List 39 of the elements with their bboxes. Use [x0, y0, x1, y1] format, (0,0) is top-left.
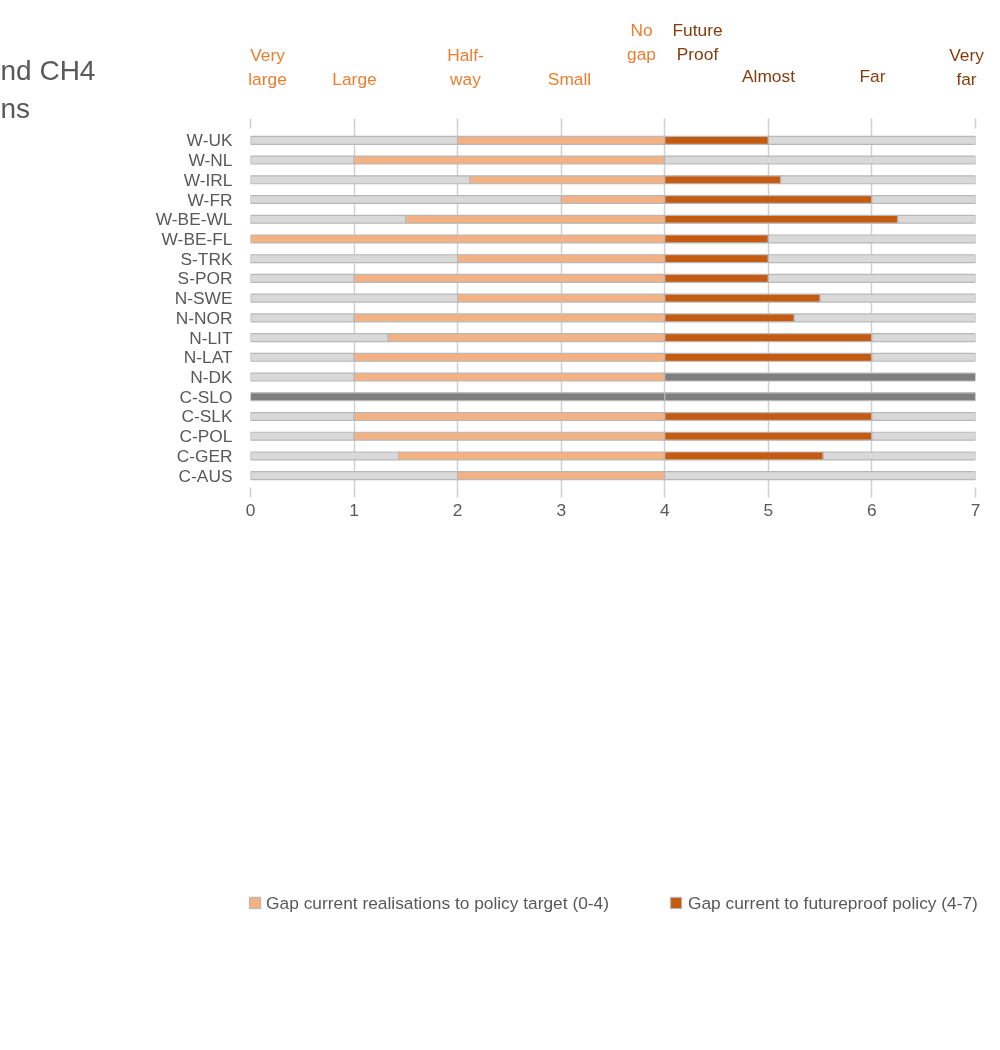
x-tick-label: 5 — [763, 499, 774, 520]
y-tick-label: C-AUS — [178, 465, 233, 486]
y-tick-label: W-UK — [186, 130, 233, 151]
text: Large — [332, 68, 377, 89]
x-tick-label: 6 — [867, 499, 877, 520]
y-tick-label: W-FR — [187, 189, 233, 210]
y-tick-label: N-LAT — [183, 347, 233, 368]
y-tick-label: W-BE-WL — [155, 209, 233, 230]
y-tick-label: S-TRK — [180, 248, 233, 269]
legend-label: Gap current realisations to policy target (0-4) — [266, 892, 609, 914]
y-tick-label: W-BE-FL — [161, 228, 233, 249]
text: ns — [0, 93, 31, 124]
x-tick-label: 1 — [349, 499, 359, 520]
y-tick-label: C-POL — [179, 426, 233, 447]
text: No gap — [627, 19, 656, 64]
y-tick-label: S-POR — [177, 268, 233, 289]
legend-label: Gap current to futureproof policy (4-7) — [687, 892, 978, 914]
x-tick-label: 7 — [970, 499, 981, 520]
y-tick-label: N-DK — [190, 367, 233, 388]
y-tick-label: W-IRL — [183, 169, 233, 190]
text: Half- way — [447, 44, 484, 89]
text: Small — [547, 68, 592, 89]
y-tick-label: N-LIT — [189, 327, 233, 348]
x-tick-label: 0 — [245, 499, 256, 520]
x-tick-label: 4 — [659, 499, 670, 520]
y-tick-label: C-SLO — [179, 386, 233, 407]
y-tick-label: W-NL — [188, 150, 233, 171]
text: Far — [859, 65, 886, 86]
y-tick-label: C-GER — [176, 445, 233, 466]
y-tick-label: N-NOR — [175, 307, 233, 328]
y-tick-label: N-SWE — [174, 288, 233, 309]
text: Almost — [742, 65, 796, 86]
text: Future Proof — [672, 19, 723, 64]
x-tick-label: 3 — [556, 499, 567, 520]
chart-title: nd CH4 — [0, 55, 96, 86]
text: Very far — [949, 44, 985, 89]
y-tick-label: C-SLK — [181, 406, 233, 427]
x-tick-label: 2 — [452, 499, 463, 520]
text: Very large — [248, 44, 287, 89]
